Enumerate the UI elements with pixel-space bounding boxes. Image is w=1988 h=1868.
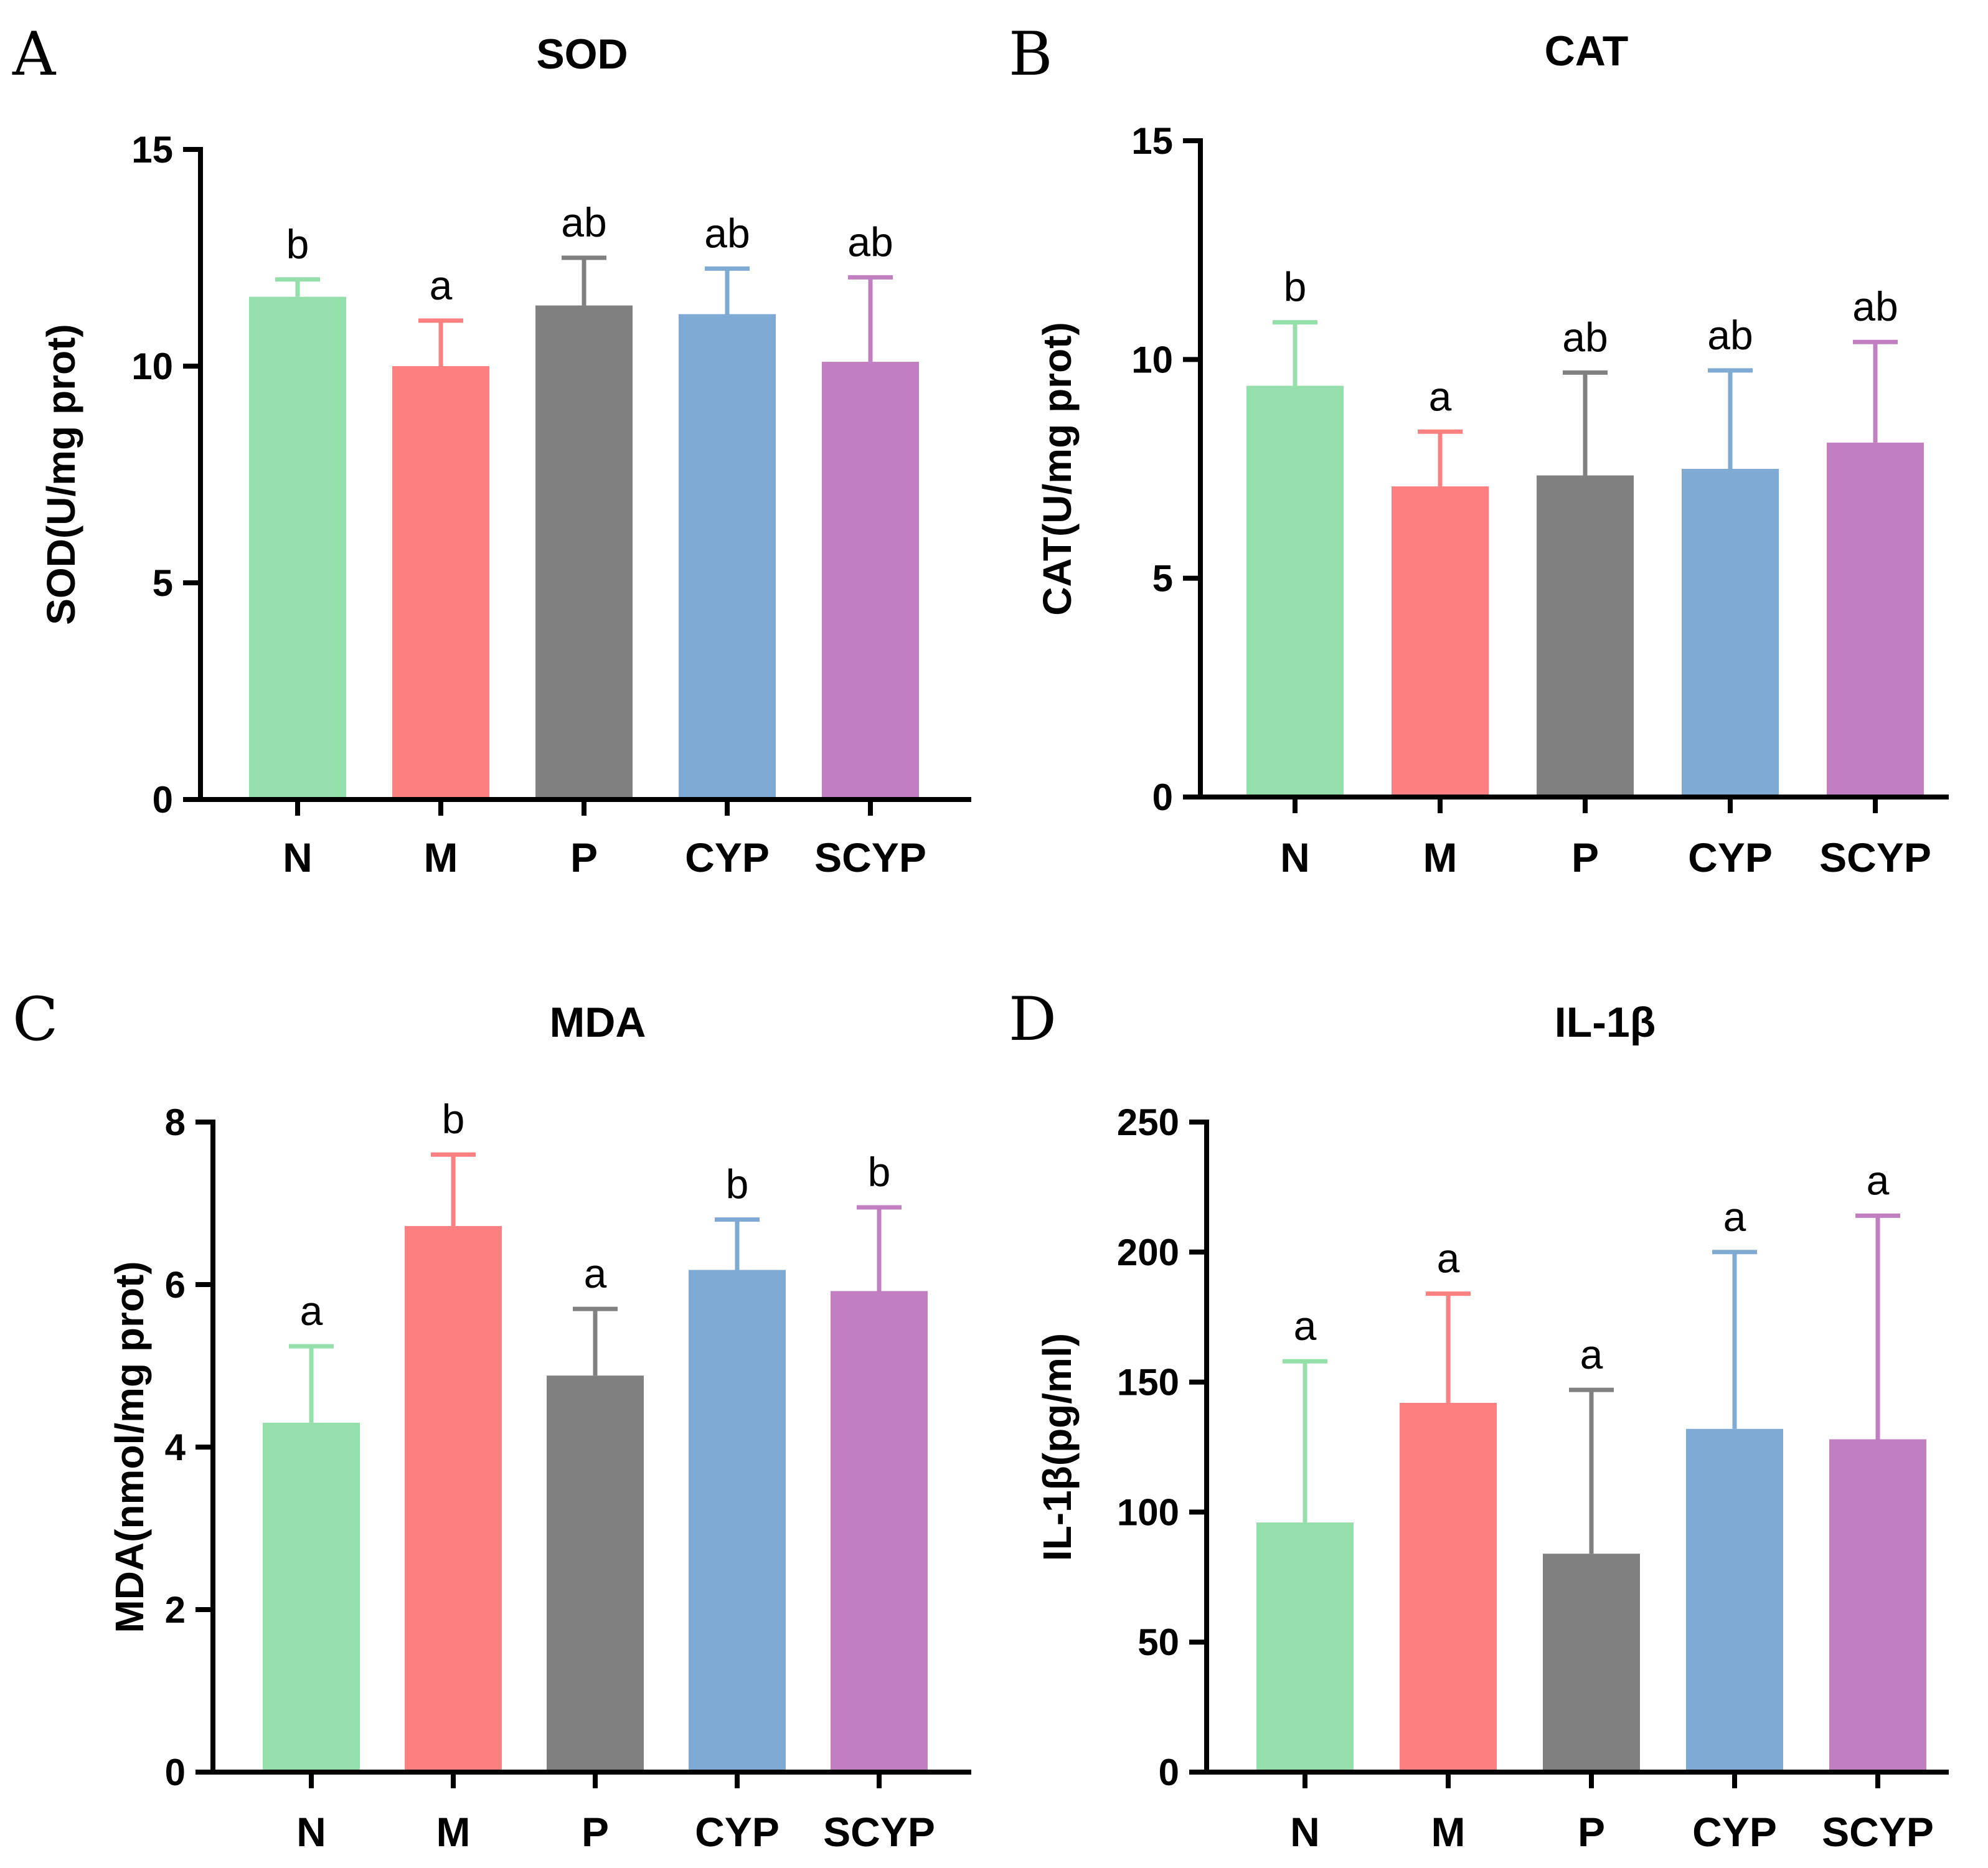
y-axis-label: IL-1β(pg/ml) bbox=[1035, 1333, 1080, 1561]
significance-label: a bbox=[1723, 1194, 1746, 1240]
panel-b: B CAT CAT(U/mg prot) b Na Mab Pab CYP ab SCYP 0 5 10… bbox=[1009, 19, 1949, 880]
y-tick-label: 250 bbox=[1117, 1101, 1179, 1143]
significance-label: b bbox=[286, 221, 309, 267]
chart-title: MDA bbox=[550, 999, 646, 1046]
x-tick-label: CYP bbox=[695, 1809, 780, 1855]
x-tick-label: P bbox=[570, 834, 598, 880]
bar-p bbox=[1537, 475, 1634, 797]
x-tick-label: N bbox=[1290, 1809, 1320, 1855]
significance-label: a bbox=[430, 262, 453, 308]
bar-cyp bbox=[1686, 1428, 1783, 1772]
significance-label: a bbox=[1294, 1303, 1317, 1349]
significance-label: a bbox=[300, 1288, 323, 1334]
x-tick-label: CYP bbox=[1688, 834, 1773, 880]
x-tick-label: M bbox=[424, 834, 458, 880]
panel-letter: D bbox=[1009, 984, 1057, 1054]
x-tick-label: M bbox=[1431, 1809, 1466, 1855]
significance-label: ab bbox=[704, 210, 750, 256]
significance-label: b bbox=[1284, 264, 1307, 310]
bar-n bbox=[1256, 1522, 1354, 1772]
bar-n bbox=[263, 1422, 360, 1772]
y-tick-label: 150 bbox=[1117, 1362, 1179, 1403]
chart-title: IL-1β bbox=[1555, 999, 1656, 1046]
x-tick-label: SCYP bbox=[1819, 834, 1931, 880]
y-tick-label: 0 bbox=[1159, 1752, 1179, 1793]
significance-label: b bbox=[868, 1149, 891, 1195]
y-tick-label: 5 bbox=[153, 562, 173, 604]
significance-label: ab bbox=[1707, 312, 1753, 358]
y-tick-label: 15 bbox=[1131, 120, 1173, 162]
y-axis-label: MDA(nmol/mg prot) bbox=[107, 1261, 152, 1633]
x-tick-label: SCYP bbox=[814, 834, 926, 880]
significance-label: a bbox=[1867, 1157, 1890, 1203]
bar-m bbox=[1400, 1403, 1497, 1772]
bar-p bbox=[547, 1375, 644, 1772]
bar-scyp bbox=[822, 362, 919, 800]
y-tick-label: 10 bbox=[1131, 339, 1173, 380]
y-tick-label: 0 bbox=[153, 779, 173, 821]
bar-scyp bbox=[1827, 442, 1924, 797]
significance-label: b bbox=[726, 1161, 749, 1207]
y-tick-label: 4 bbox=[165, 1427, 186, 1468]
y-tick-label: 15 bbox=[131, 129, 173, 171]
y-tick-label: 5 bbox=[1152, 558, 1173, 600]
y-tick-label: 2 bbox=[165, 1589, 186, 1631]
panel-letter: C bbox=[12, 984, 58, 1054]
y-tick-label: 0 bbox=[1152, 776, 1173, 818]
bar-p bbox=[535, 305, 633, 800]
x-tick-label: SCYP bbox=[1822, 1809, 1934, 1855]
significance-label: ab bbox=[1852, 283, 1898, 329]
y-tick-label: 6 bbox=[165, 1264, 186, 1306]
bar-m bbox=[392, 366, 489, 800]
panel-letter: A bbox=[12, 19, 57, 89]
chart-title: SOD bbox=[536, 31, 628, 78]
bar-n bbox=[249, 296, 346, 800]
significance-label: a bbox=[1580, 1331, 1603, 1377]
y-axis-label: SOD(U/mg prot) bbox=[39, 324, 83, 625]
significance-label: ab bbox=[1562, 314, 1608, 360]
y-tick-label: 50 bbox=[1138, 1621, 1179, 1663]
x-tick-label: M bbox=[1423, 834, 1458, 880]
bar-scyp bbox=[831, 1291, 928, 1772]
panel-a: A SOD SOD(U/mg prot) b Na Mab Pab CYP ab SCYP 0 5 10… bbox=[12, 19, 971, 880]
x-tick-label: N bbox=[283, 834, 313, 880]
x-tick-label: CYP bbox=[685, 834, 770, 880]
x-tick-label: N bbox=[1280, 834, 1310, 880]
bar-m bbox=[405, 1226, 502, 1772]
x-tick-label: P bbox=[1578, 1809, 1605, 1855]
significance-label: ab bbox=[847, 219, 893, 265]
bar-cyp bbox=[689, 1270, 786, 1772]
y-tick-label: 200 bbox=[1117, 1232, 1179, 1273]
bar-n bbox=[1246, 385, 1344, 797]
panel-letter: B bbox=[1009, 19, 1053, 89]
bar-scyp bbox=[1829, 1439, 1926, 1772]
y-tick-label: 100 bbox=[1117, 1491, 1179, 1533]
y-tick-label: 10 bbox=[131, 346, 173, 387]
bar-p bbox=[1543, 1554, 1640, 1772]
chart-title: CAT bbox=[1545, 27, 1629, 75]
y-axis-label: CAT(U/mg prot) bbox=[1035, 322, 1080, 616]
x-tick-label: M bbox=[436, 1809, 471, 1855]
significance-label: b bbox=[442, 1096, 465, 1142]
significance-label: a bbox=[584, 1250, 607, 1296]
panel-c: C MDA MDA(nmol/mg prot) a Nb Ma Pb CYP b SCYP 0 2 4 6… bbox=[12, 984, 971, 1855]
x-tick-label: P bbox=[582, 1809, 609, 1855]
significance-label: ab bbox=[561, 199, 606, 245]
panel-d: D IL-1β IL-1β(pg/ml) a Na Ma Pa CYP a SCYP 0 50 100 1… bbox=[1009, 984, 1949, 1855]
bar-m bbox=[1392, 486, 1489, 797]
significance-label: a bbox=[1429, 373, 1452, 419]
bar-cyp bbox=[1682, 469, 1779, 797]
y-tick-label: 8 bbox=[165, 1101, 186, 1143]
x-tick-label: P bbox=[1571, 834, 1599, 880]
significance-label: a bbox=[1437, 1235, 1460, 1281]
y-tick-label: 0 bbox=[165, 1752, 186, 1793]
bar-cyp bbox=[679, 314, 776, 800]
x-tick-label: CYP bbox=[1692, 1809, 1777, 1855]
x-tick-label: SCYP bbox=[823, 1809, 935, 1855]
x-tick-label: N bbox=[296, 1809, 326, 1855]
